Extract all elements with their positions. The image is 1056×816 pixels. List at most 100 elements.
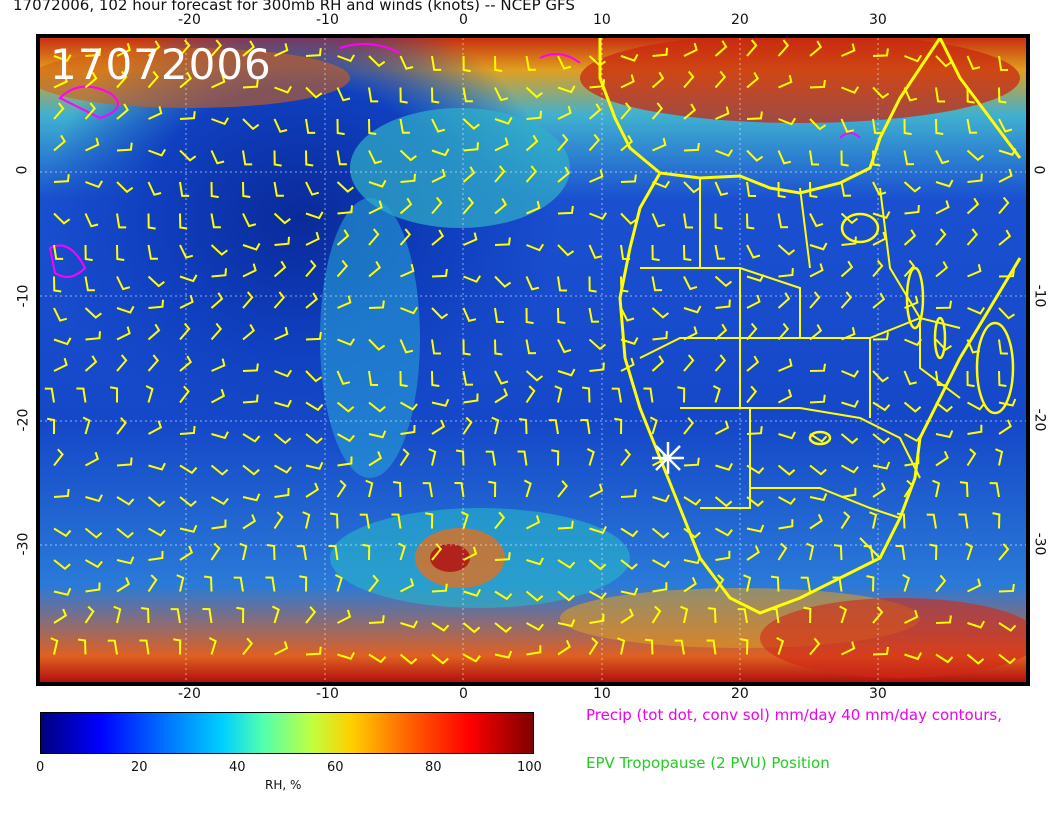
wind-barb	[620, 102, 632, 120]
wind-barb	[179, 425, 196, 435]
wind-barb	[896, 512, 906, 529]
wind-barb	[620, 559, 638, 570]
wind-barb	[431, 268, 448, 278]
lat-tick-left: -20	[15, 408, 32, 432]
wind-barb	[620, 357, 635, 372]
wind-barb	[179, 39, 191, 57]
wind-barb	[368, 653, 387, 664]
wind-barb	[557, 590, 575, 602]
wind-barb	[242, 79, 259, 89]
wind-barb	[210, 542, 221, 561]
lon-tick-bottom: 30	[869, 686, 887, 702]
wind-barb	[44, 387, 55, 403]
wind-barb	[203, 575, 213, 592]
wind-barb	[998, 622, 1017, 632]
wind-barb	[746, 274, 765, 282]
epv-legend: EPV Tropopause (2 PVU) Position	[586, 754, 830, 772]
figure-title: 17072006, 102 hour forecast for 300mb RH…	[13, 0, 575, 14]
wind-barb	[494, 55, 503, 73]
wind-barb	[904, 338, 923, 347]
wind-barb	[525, 276, 540, 291]
wind-barb	[651, 527, 670, 539]
wind-barb	[53, 559, 71, 571]
wind-barb	[777, 542, 788, 561]
wind-barb	[841, 236, 857, 246]
wind-barb	[620, 489, 637, 498]
wind-barb	[494, 197, 508, 215]
wind-barb	[526, 557, 544, 566]
wind-barb	[777, 244, 796, 256]
wind-barb	[336, 150, 347, 166]
wind-barb	[116, 354, 128, 372]
wind-barb	[368, 451, 383, 467]
wind-barb	[903, 181, 922, 193]
wind-barb	[589, 169, 604, 183]
wind-barb	[211, 74, 226, 89]
wind-barb	[266, 544, 276, 561]
wind-barb	[337, 456, 353, 467]
wind-barb	[53, 587, 72, 596]
wind-barb	[53, 102, 65, 120]
lon-tick-bottom: -10	[316, 686, 339, 702]
wind-barb	[273, 118, 288, 133]
wind-barb	[589, 525, 607, 534]
wind-barb	[620, 74, 635, 89]
wind-barb	[525, 385, 536, 404]
wind-barb	[743, 574, 752, 592]
wind-barb	[53, 357, 68, 372]
wind-barb	[399, 197, 413, 215]
wind-barb	[368, 55, 386, 68]
wind-barb	[211, 431, 229, 440]
colorbar-label: 20	[131, 760, 148, 775]
lat-tick-left: -10	[15, 284, 32, 308]
wind-barb	[399, 228, 412, 246]
wind-barb	[368, 228, 380, 246]
wind-barb	[368, 87, 379, 103]
wind-barb	[391, 513, 402, 529]
wind-barb	[683, 496, 702, 506]
wind-barb	[715, 550, 731, 561]
wind-barb	[809, 40, 823, 57]
wind-barb	[935, 55, 953, 68]
wind-barb	[809, 79, 826, 89]
wind-barb	[462, 370, 474, 386]
precip-legend: Precip (tot dot, conv sol) mm/day 40 mm/…	[586, 706, 1002, 724]
wind-barb	[211, 519, 227, 530]
wind-barb	[809, 213, 824, 228]
wind-barb	[809, 464, 827, 476]
wind-barb	[620, 174, 637, 183]
wind-barb	[274, 399, 292, 408]
wind-barb	[428, 448, 437, 466]
lat-tick-right: -10	[1031, 284, 1048, 308]
wind-barb	[872, 292, 886, 309]
wind-barb	[305, 401, 324, 412]
wind-barb	[116, 417, 127, 435]
wind-barb	[715, 420, 730, 435]
wind-barb	[557, 276, 568, 292]
lon-tick-bottom: 20	[731, 686, 749, 702]
wind-barb	[210, 464, 229, 476]
wind-barb	[359, 513, 370, 529]
wind-barb	[589, 362, 605, 372]
wind-barb	[651, 102, 664, 120]
wind-barb	[967, 620, 985, 629]
wind-barb	[179, 274, 198, 283]
wind-barb	[967, 401, 985, 411]
wind-barb	[53, 212, 71, 225]
wind-barb	[966, 228, 979, 246]
wind-barb	[368, 370, 379, 387]
wind-barb	[179, 464, 198, 475]
wind-barb	[557, 205, 574, 215]
wind-barb	[746, 524, 765, 533]
wind-barb	[431, 583, 448, 593]
wind-barb	[305, 231, 320, 246]
wind-barb	[806, 542, 815, 561]
wind-barb	[242, 433, 261, 443]
wind-barb	[462, 118, 480, 130]
lon-tick-bottom: 0	[459, 686, 468, 702]
wind-barb	[53, 276, 62, 293]
wind-barb	[242, 242, 261, 251]
wind-barb	[966, 118, 978, 134]
wind-barb	[211, 117, 230, 126]
wind-barb	[368, 260, 382, 278]
